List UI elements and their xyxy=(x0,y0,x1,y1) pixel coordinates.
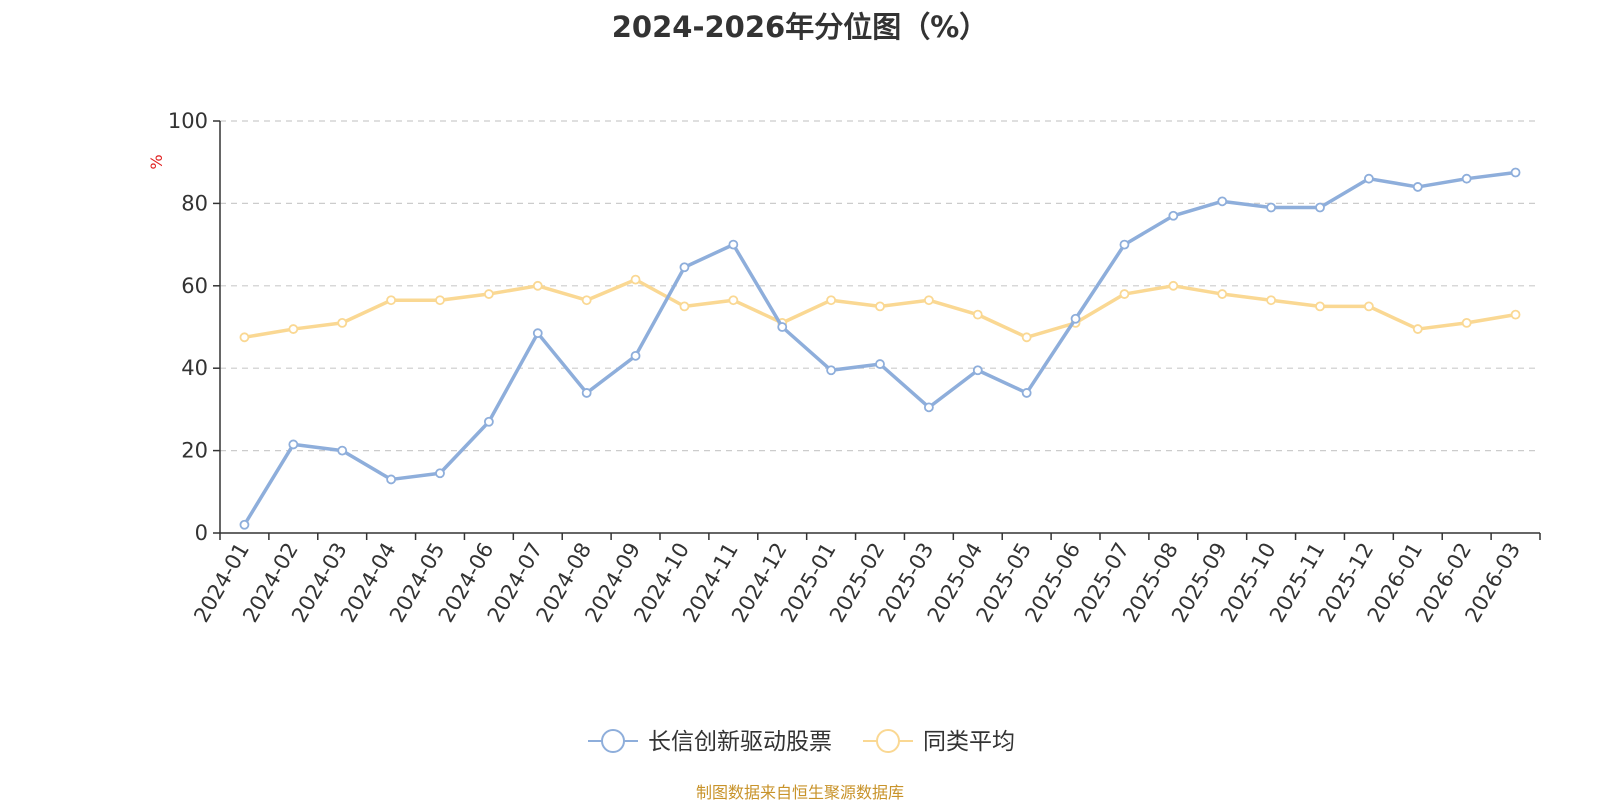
data-point xyxy=(1266,295,1277,306)
data-point xyxy=(875,301,885,312)
data-point xyxy=(1070,313,1081,324)
legend: 长信创新驱动股票 同类平均 xyxy=(588,729,1015,755)
legend-item-0: 长信创新驱动股票 xyxy=(588,729,832,755)
legend-item-1: 同类平均 xyxy=(863,729,1015,755)
series-layer xyxy=(239,167,1521,530)
data-point xyxy=(875,359,885,369)
data-point xyxy=(1119,239,1130,250)
legend-label: 同类平均 xyxy=(923,729,1015,755)
source-note: 制图数据来自恒生聚源数据库 xyxy=(695,783,904,802)
data-point xyxy=(435,295,445,306)
data-point xyxy=(435,468,445,479)
data-point xyxy=(1266,202,1277,213)
data-point xyxy=(1510,167,1521,178)
y-tick-label: 60 xyxy=(181,274,208,298)
grid-lines xyxy=(220,120,1540,452)
data-point xyxy=(1461,173,1472,184)
data-point xyxy=(483,289,494,299)
data-point xyxy=(679,262,690,273)
data-point xyxy=(1021,388,1032,398)
data-point xyxy=(1412,324,1423,334)
data-point xyxy=(1119,289,1130,299)
data-point xyxy=(386,295,397,306)
data-point xyxy=(581,295,592,306)
y-tick-label: 20 xyxy=(181,439,208,463)
chart-title: 2024-2026年分位图（%） xyxy=(611,10,989,44)
y-axis-label: % xyxy=(147,154,166,169)
y-tick-label: 0 xyxy=(195,521,208,545)
data-point xyxy=(1021,332,1032,343)
data-point xyxy=(1315,202,1325,213)
data-point xyxy=(630,350,641,361)
y-tick-label: 80 xyxy=(181,191,208,215)
data-point xyxy=(1168,280,1179,291)
data-point xyxy=(630,274,641,285)
data-point xyxy=(1217,289,1228,299)
data-point xyxy=(972,365,983,376)
data-point xyxy=(1412,182,1423,192)
data-point xyxy=(288,439,299,450)
legend-marker xyxy=(601,729,625,753)
data-point xyxy=(777,322,788,332)
series-0 xyxy=(239,167,1521,530)
series-line xyxy=(242,170,1516,526)
data-point xyxy=(483,416,494,427)
data-point xyxy=(679,301,690,312)
y-tick-label: 40 xyxy=(181,356,208,380)
data-point xyxy=(1363,301,1374,312)
data-point xyxy=(337,317,348,328)
data-point xyxy=(239,332,250,343)
data-point xyxy=(728,295,739,306)
data-point xyxy=(532,328,543,339)
data-point xyxy=(581,388,592,398)
data-point xyxy=(728,239,739,250)
data-point xyxy=(532,280,543,291)
data-point xyxy=(288,324,299,334)
data-point xyxy=(826,295,837,306)
y-tick-label: 100 xyxy=(168,109,208,133)
data-point xyxy=(386,474,397,485)
data-point xyxy=(1461,317,1472,328)
data-point xyxy=(923,402,934,413)
data-point xyxy=(1315,301,1325,312)
data-point xyxy=(337,445,348,456)
data-point xyxy=(972,309,983,320)
legend-marker xyxy=(876,729,900,753)
legend-label: 长信创新驱动股票 xyxy=(648,729,832,755)
data-point xyxy=(1363,173,1374,184)
data-point xyxy=(1510,309,1521,320)
data-point xyxy=(1217,196,1228,207)
data-point xyxy=(826,365,837,376)
data-point xyxy=(1168,210,1179,221)
data-point xyxy=(239,519,250,530)
data-point xyxy=(923,295,934,306)
